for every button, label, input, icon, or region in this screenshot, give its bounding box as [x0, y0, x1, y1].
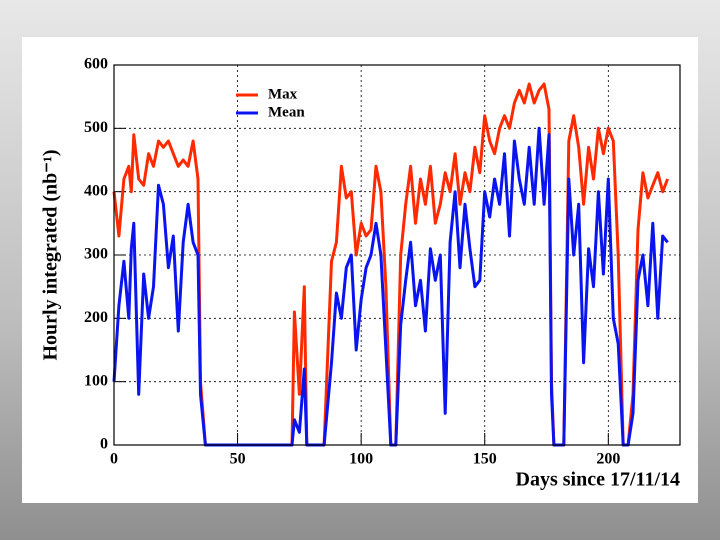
- y-tick-label: 200: [84, 309, 108, 326]
- x-axis-label: Days since 17/11/14: [516, 469, 680, 491]
- legend-label: Mean: [268, 104, 305, 120]
- x-tick-label: 0: [110, 451, 118, 468]
- series-line: [112, 82, 669, 447]
- y-tick-label: 500: [84, 119, 108, 136]
- y-tick-label: 600: [84, 56, 108, 73]
- plot-area: [112, 64, 681, 447]
- y-tick-label: 300: [84, 246, 108, 263]
- x-tick-label: 50: [230, 451, 246, 468]
- y-tick-label: 400: [84, 182, 108, 199]
- x-tick-label: 100: [349, 451, 373, 468]
- x-tick-label: 200: [596, 451, 620, 468]
- series-line: [112, 126, 669, 447]
- x-tick-label: 150: [473, 451, 497, 468]
- y-axis-label: Hourly integrated (nb⁻¹): [40, 150, 62, 361]
- y-tick-label: 100: [84, 372, 108, 389]
- plot-frame: [113, 64, 681, 446]
- y-tick-label: 0: [100, 436, 108, 453]
- legend-label: Max: [268, 86, 298, 102]
